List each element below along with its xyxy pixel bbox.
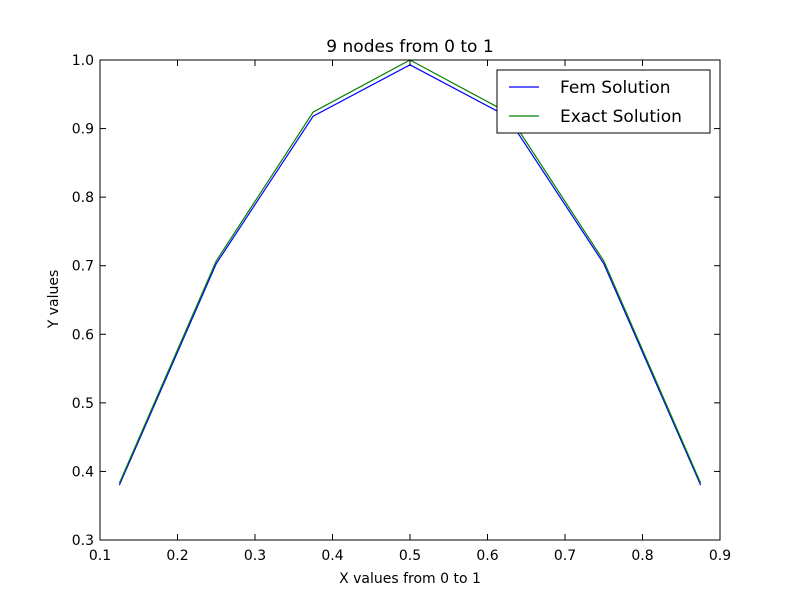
x-tick-label: 0.6 [476, 548, 498, 564]
y-tick-label: 0.9 [72, 122, 94, 138]
y-tick-label: 0.7 [72, 259, 94, 275]
legend-label-1: Fem Solution [560, 78, 671, 98]
x-tick-label: 0.1 [89, 548, 111, 564]
y-tick-label: 0.3 [72, 533, 94, 549]
legend-box [496, 69, 711, 134]
x-tick-label: 0.2 [166, 548, 188, 564]
y-tick-label: 1.0 [72, 53, 94, 69]
x-tick-label: 0.9 [709, 548, 731, 564]
plot-area: 0.1 0.2 0.3 0.4 0.5 0.6 0.7 0.8 0.9 0.3 0.4 0.5 0.6 0… [72, 53, 731, 564]
x-tick-label: 0.4 [321, 548, 343, 564]
y-tick-label: 0.5 [72, 396, 94, 412]
y-axis-label: Y values [46, 270, 62, 330]
x-tick-label: 0.5 [399, 548, 421, 564]
legend-label-2: Exact Solution [560, 107, 682, 127]
legend: Fem Solution Exact Solution [496, 69, 711, 134]
x-tick-label: 0.7 [554, 548, 576, 564]
y-tick-label: 0.8 [72, 190, 94, 206]
chart-title: 9 nodes from 0 to 1 [326, 37, 493, 57]
x-tick-label: 0.3 [244, 548, 266, 564]
y-tick-label: 0.6 [72, 327, 94, 343]
x-axis-label: X values from 0 to 1 [339, 571, 481, 587]
y-tick-label: 0.4 [72, 464, 94, 480]
x-tick-label: 0.8 [631, 548, 653, 564]
